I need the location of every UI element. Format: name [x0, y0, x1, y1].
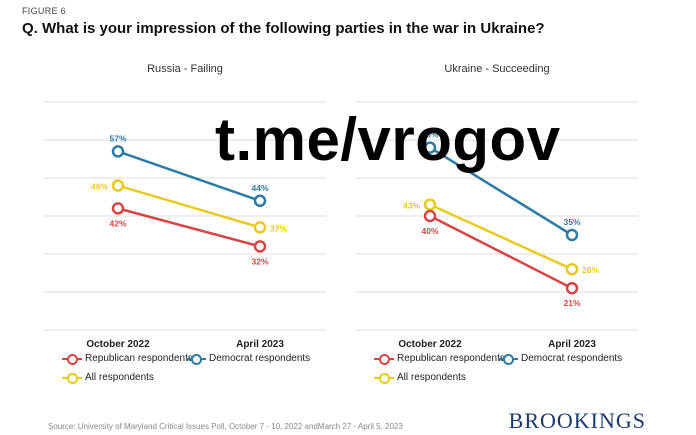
data-label-democrat: 44% [251, 183, 268, 193]
data-label-all: 43% [403, 201, 420, 211]
legend-swatch [62, 353, 82, 365]
chart-svg-ukraine: October 2022 April 2023 58% 35% 43% 26% 40% 21% [356, 101, 638, 350]
legend-item-republican: Republican respondents [62, 353, 193, 365]
legend-label: All respondents [397, 372, 466, 383]
legend-item-democrat: Democrat respondents [186, 353, 311, 365]
data-label-democrat: 57% [109, 133, 126, 143]
brand-logo: BROOKINGS [508, 408, 646, 433]
series-line-all [117, 184, 261, 229]
legend-label: Republican respondents [85, 353, 193, 364]
x-tick-label: October 2022 [398, 339, 462, 350]
source-note: Source: University of Maryland Critical … [48, 422, 403, 431]
x-tick-label: October 2022 [86, 339, 150, 350]
data-point-all [111, 179, 125, 192]
data-label-republican: 42% [109, 218, 126, 228]
legend-label: Republican respondents [397, 353, 505, 364]
data-label-republican: 32% [251, 256, 268, 266]
legend-label: Democrat respondents [209, 353, 311, 364]
chart-panel-ukraine: Ukraine - Succeeding October 2022 April 2… [352, 60, 642, 400]
data-label-democrat: 58% [421, 130, 438, 140]
data-label-all: 26% [582, 265, 599, 275]
data-point-democrat [423, 141, 437, 154]
data-point-republican [253, 240, 267, 253]
legend-item-republican: Republican respondents [374, 353, 505, 365]
series-line-all [429, 203, 573, 271]
legend-item-all: All respondents [374, 372, 466, 384]
legend-item-democrat: Democrat respondents [498, 353, 623, 365]
data-point-all [423, 198, 437, 211]
chart-svg-russia: October 2022 April 2023 57% 44% 48% 37% 42% 32% [44, 101, 326, 350]
data-point-democrat [111, 145, 125, 158]
data-point-republican [565, 281, 579, 295]
legend-swatch [62, 372, 82, 384]
x-tick-label: April 2023 [548, 339, 596, 350]
data-label-all: 37% [270, 223, 287, 233]
chart-title: Ukraine - Succeeding [444, 63, 550, 75]
data-point-all [253, 221, 267, 234]
series-line-republican [429, 214, 573, 290]
data-label-republican: 21% [563, 298, 580, 308]
data-label-democrat: 35% [563, 217, 580, 227]
legend-swatch [186, 353, 206, 365]
data-point-republican [423, 209, 437, 223]
series-line-democrat [429, 146, 573, 237]
data-point-republican [111, 202, 125, 215]
legend-item-all: All respondents [62, 372, 154, 384]
watermark: t.me/vrogov [215, 106, 561, 173]
data-label-republican: 40% [421, 226, 438, 236]
data-point-all [565, 262, 579, 276]
legend-label: All respondents [85, 372, 154, 383]
data-point-democrat [565, 228, 579, 242]
data-label-all: 48% [91, 182, 108, 192]
figure-label: FIGURE 6 [22, 6, 66, 16]
series-line-republican [117, 207, 261, 248]
legend-swatch [374, 372, 394, 384]
x-tick-label: April 2023 [236, 339, 284, 350]
legend-label: Democrat respondents [521, 353, 623, 364]
question-title: Q. What is your impression of the follow… [22, 20, 545, 37]
data-point-democrat [253, 194, 267, 208]
chart-title: Russia - Failing [147, 63, 223, 75]
legend-swatch [374, 353, 394, 365]
series-line-democrat [117, 150, 261, 202]
legend-swatch [498, 353, 518, 365]
chart-panel-russia: Russia - Failing October 2022 April 2023 5… [40, 60, 330, 400]
